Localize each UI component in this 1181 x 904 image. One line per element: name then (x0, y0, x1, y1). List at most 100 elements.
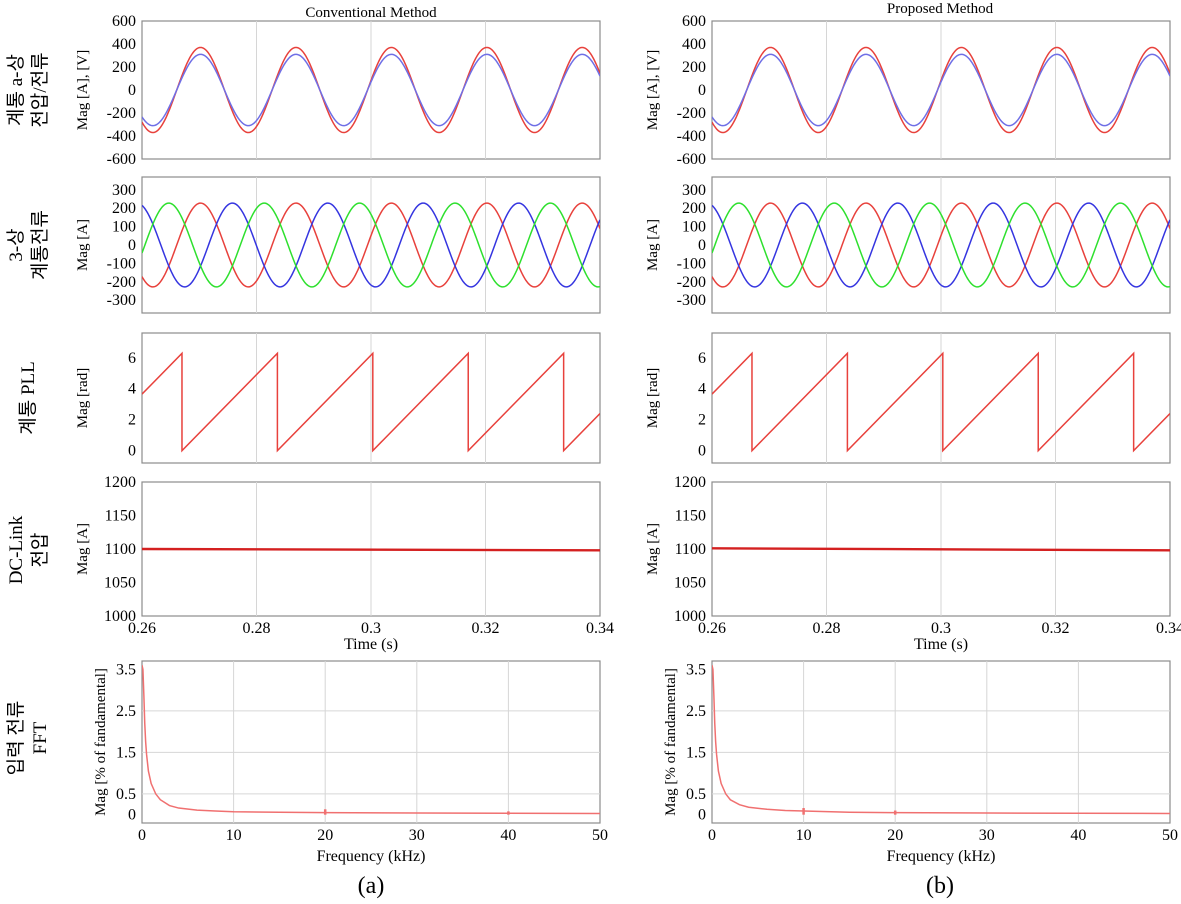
title-proposed: Proposed Method (887, 1, 994, 17)
y-axis-label: Mag [A] (645, 523, 661, 575)
y-tick-label: 1000 (674, 608, 706, 625)
y-tick-label: 0 (698, 237, 706, 254)
y-tick-label: -100 (677, 255, 706, 272)
y-tick-label: -200 (107, 105, 136, 122)
x-tick-label: 0.26 (128, 620, 156, 637)
x-tick-label: 50 (592, 827, 608, 844)
y-tick-label: 4 (698, 381, 706, 398)
series-phase-c (712, 202, 1170, 288)
x-tick-label: 30 (979, 827, 995, 844)
x-axis-label: Frequency (kHz) (887, 848, 996, 865)
x-tick-label: 0 (138, 827, 146, 844)
y-axis-label: Mag [A] (645, 219, 661, 271)
y-tick-label: 1150 (105, 508, 136, 525)
y-tick-label: 200 (112, 59, 136, 76)
x-tick-label: 20 (317, 827, 333, 844)
x-axis-label: Time (s) (914, 636, 968, 653)
panel-a-row-5: 3.5 2.5 1.5 0.5 00 10 20 30 40 50 Frequency (kHz) M… (93, 660, 608, 865)
y-tick-label: -400 (107, 128, 136, 145)
title-conventional: Conventional Method (305, 5, 437, 21)
row-label-5: 입력 전류 FFT (5, 701, 51, 776)
y-tick-label: 0 (698, 82, 706, 99)
y-tick-label: 2.5 (116, 703, 136, 720)
series-fft (142, 664, 600, 815)
y-tick-label: 1.5 (116, 744, 136, 761)
x-axis-label: Frequency (kHz) (317, 848, 426, 865)
y-tick-label: 1150 (675, 508, 706, 525)
panel-label-a: (a) (358, 873, 385, 899)
series-phase-a (712, 202, 1170, 288)
y-axis-label: Mag [% of fandamental] (663, 668, 679, 816)
y-tick-label: 600 (682, 13, 706, 30)
panel-b-row-1: 600 400 200 0 -200 -400 -600 Mag [A], [V] (645, 13, 1171, 168)
y-tick-label: 2 (698, 412, 706, 429)
y-axis-label: Mag [% of fandamental] (93, 668, 109, 816)
series-phase-c (142, 202, 600, 288)
y-tick-label: -600 (107, 151, 136, 168)
x-tick-label: 50 (1162, 827, 1178, 844)
y-tick-label: -100 (107, 255, 136, 272)
y-tick-label: 0 (128, 82, 136, 99)
panel-b-row-3: 6 4 2 0 Mag [rad] (645, 332, 1171, 464)
y-axis-label: Mag [rad] (645, 368, 661, 428)
panel-a-row-1: 600 400 200 0 -200 -400 -600 Mag [A], [V] (75, 13, 601, 168)
y-tick-label: 1200 (674, 474, 706, 491)
x-tick-label: 30 (409, 827, 425, 844)
series-pll-angle (712, 351, 1170, 453)
y-tick-label: 100 (112, 219, 136, 236)
x-tick-label: 10 (796, 827, 812, 844)
x-tick-label: 0 (708, 827, 716, 844)
y-tick-label: 0 (128, 443, 136, 460)
x-tick-label: 0.32 (1042, 620, 1070, 637)
x-tick-label: 0.26 (698, 620, 726, 637)
panel-a-row-5-frame (141, 660, 601, 824)
x-axis-label: Time (s) (344, 636, 398, 653)
x-tick-label: 0.3 (931, 620, 951, 637)
y-tick-label: 2.5 (686, 703, 706, 720)
series-current (712, 53, 1170, 127)
y-tick-label: 1050 (104, 575, 136, 592)
y-tick-label: 200 (682, 200, 706, 217)
y-tick-label: 1100 (675, 541, 706, 558)
y-tick-label: 1000 (104, 608, 136, 625)
panel-b-row-5: 3.5 2.5 1.5 0.5 00 10 20 30 40 50 Frequency (kHz) M… (663, 660, 1178, 865)
y-tick-label: -400 (677, 128, 706, 145)
panel-a-row-3: 6 4 2 0 Mag [rad] (75, 332, 601, 464)
x-tick-label: 40 (500, 827, 516, 844)
x-tick-label: 0.28 (813, 620, 841, 637)
series-fft (712, 664, 1170, 815)
series-phase-a (142, 202, 600, 288)
y-axis-label: Mag [A] (75, 219, 91, 271)
y-axis-label: Mag [A] (75, 523, 91, 575)
y-tick-label: -300 (107, 292, 136, 309)
series-dc-link (712, 547, 1170, 552)
y-tick-label: 300 (112, 182, 136, 199)
y-axis-label: Mag [A], [V] (645, 50, 661, 130)
y-axis-label: Mag [A], [V] (75, 50, 91, 130)
x-tick-label: 0.28 (243, 620, 271, 637)
y-tick-label: 2 (128, 412, 136, 429)
y-tick-label: 0 (128, 237, 136, 254)
y-tick-label: 0 (698, 443, 706, 460)
y-tick-label: 3.5 (686, 661, 706, 678)
y-tick-label: 400 (682, 36, 706, 53)
y-tick-label: -200 (107, 274, 136, 291)
y-tick-label: 1200 (104, 474, 136, 491)
y-tick-label: 200 (112, 200, 136, 217)
y-tick-label: 1.5 (686, 744, 706, 761)
y-tick-label: 100 (682, 219, 706, 236)
row-label-3: 계통 PLL (17, 361, 39, 435)
series-current (142, 53, 600, 127)
y-tick-label: 1100 (105, 541, 136, 558)
y-tick-label: 200 (682, 59, 706, 76)
y-tick-label: -200 (677, 105, 706, 122)
row-label-1: 계통 a-상 전압/전류 (5, 52, 51, 127)
y-axis-label: Mag [rad] (75, 368, 91, 428)
y-tick-label: 0 (698, 807, 706, 824)
y-tick-label: 0.5 (686, 786, 706, 803)
row-label-2: 3-상 계통전류 (5, 210, 51, 280)
